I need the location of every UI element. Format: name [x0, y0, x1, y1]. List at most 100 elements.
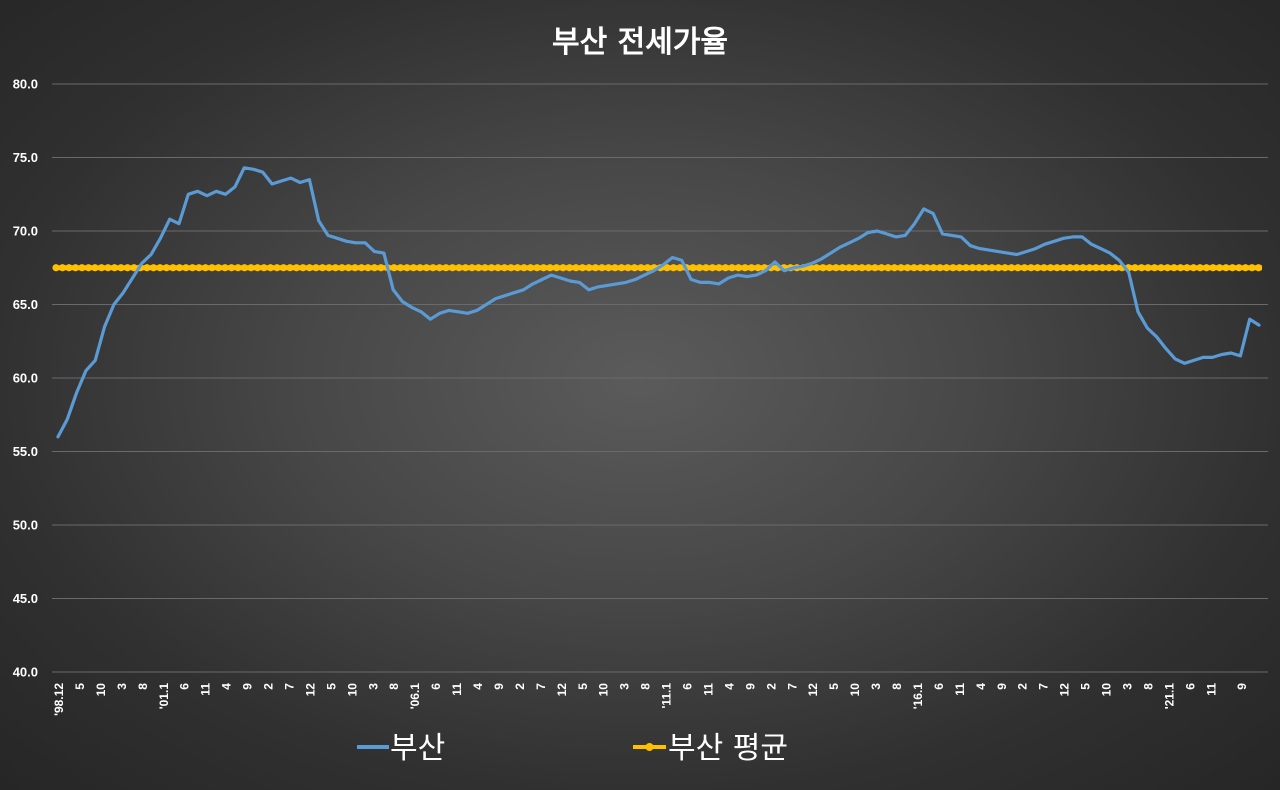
average-point	[825, 264, 834, 272]
x-tick-label: 9	[1235, 683, 1249, 690]
average-point	[442, 264, 450, 272]
average-point	[260, 264, 268, 272]
average-point	[1007, 264, 1016, 272]
series-line-busan	[56, 166, 1261, 439]
grid-lines	[52, 83, 1268, 673]
average-point	[916, 264, 925, 272]
average-point	[416, 264, 424, 272]
average-point	[1079, 264, 1087, 272]
average-point	[663, 264, 671, 272]
average-point	[559, 264, 567, 272]
average-point	[162, 264, 171, 272]
average-point	[812, 264, 821, 272]
average-point	[578, 264, 587, 272]
average-point	[253, 264, 262, 272]
average-point	[526, 264, 535, 272]
average-point	[598, 264, 606, 272]
average-point	[468, 264, 476, 272]
x-tick-label: 12	[555, 683, 569, 697]
average-point	[955, 264, 964, 272]
average-point	[286, 264, 294, 272]
average-point	[422, 264, 431, 272]
average-point	[715, 264, 723, 272]
average-point	[695, 264, 704, 272]
y-tick-label: 60.0	[13, 371, 38, 386]
average-point	[968, 264, 977, 272]
x-tick-label: '98.12	[52, 683, 66, 716]
average-point	[617, 264, 626, 272]
average-point	[1254, 264, 1263, 272]
average-point	[149, 264, 158, 272]
average-point	[175, 264, 184, 272]
average-point	[1131, 264, 1139, 272]
average-point	[234, 264, 242, 272]
x-tick-label: 6	[932, 683, 946, 690]
average-point	[97, 264, 106, 272]
average-point	[1085, 264, 1094, 272]
x-tick-label: '01.1	[157, 683, 171, 710]
average-point	[721, 264, 730, 272]
average-point	[1001, 264, 1009, 272]
average-point	[143, 264, 151, 272]
average-point	[565, 264, 574, 272]
average-point	[461, 264, 470, 272]
legend-label-busan: 부산	[390, 731, 445, 766]
average-point	[1092, 264, 1100, 272]
x-tick-label: '11.1	[660, 683, 674, 709]
y-tick-label: 65.0	[13, 297, 38, 312]
x-tick-label: 4	[722, 683, 736, 690]
average-point	[58, 264, 67, 272]
average-point	[1241, 264, 1250, 272]
average-point	[1027, 264, 1035, 272]
average-point	[357, 264, 366, 272]
average-point	[71, 264, 80, 272]
average-point	[292, 264, 301, 272]
average-point	[500, 264, 509, 272]
x-tick-label: 11	[953, 683, 967, 696]
x-tick-label: 7	[282, 683, 296, 690]
average-point	[201, 264, 210, 272]
y-tick-label: 45.0	[13, 591, 38, 606]
x-tick-label: 8	[136, 683, 150, 690]
x-tick-label: 10	[94, 683, 108, 697]
x-tick-label: 5	[576, 683, 590, 690]
x-tick-label: 11	[701, 683, 715, 696]
average-point	[1072, 264, 1081, 272]
average-point	[1209, 264, 1217, 272]
average-point	[370, 264, 379, 272]
average-point	[929, 264, 938, 272]
average-point	[949, 264, 957, 272]
x-tick-label: 8	[387, 683, 401, 690]
y-tick-label: 70.0	[13, 224, 38, 239]
average-point	[156, 264, 164, 272]
average-point	[539, 264, 548, 272]
average-point	[942, 264, 951, 272]
x-tick-label: 5	[1079, 683, 1093, 690]
x-tick-label: '21.1	[1162, 683, 1176, 710]
x-tick-label: 3	[115, 683, 129, 690]
x-tick-label: 9	[743, 683, 757, 690]
average-point	[429, 264, 437, 272]
average-point	[247, 264, 255, 272]
x-tick-label: 6	[178, 683, 192, 690]
average-point	[630, 264, 639, 272]
average-point	[520, 264, 528, 272]
average-point	[864, 264, 873, 272]
x-tick-label: 2	[262, 683, 276, 690]
average-point	[351, 264, 359, 272]
average-point	[338, 264, 346, 272]
average-point	[1170, 264, 1178, 272]
x-tick-label: 5	[324, 683, 338, 690]
average-point	[507, 264, 515, 272]
x-tick-label: 3	[869, 683, 883, 690]
x-tick-label: 10	[345, 683, 359, 697]
average-point	[52, 264, 60, 272]
average-point	[455, 264, 463, 272]
legend-marker-busan-average	[645, 743, 654, 751]
x-tick-label: 2	[1016, 683, 1030, 690]
average-point	[318, 264, 327, 272]
series-lines	[52, 166, 1263, 439]
average-point	[1248, 264, 1256, 272]
average-point	[747, 264, 756, 272]
